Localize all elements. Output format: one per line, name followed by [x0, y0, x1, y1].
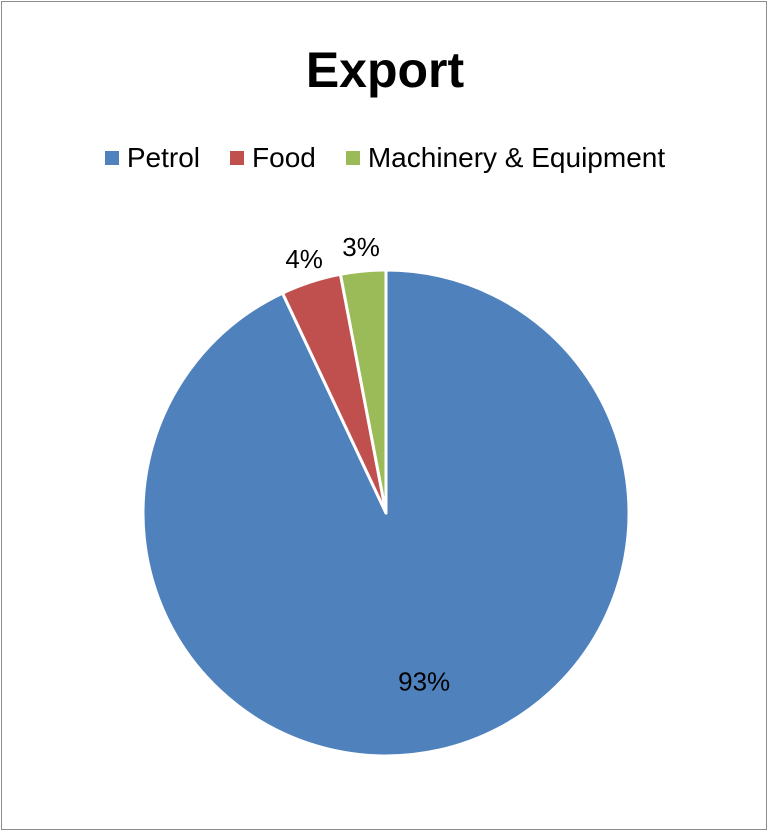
legend-label-petrol: Petrol: [126, 142, 201, 173]
data-label-machinery-equipment: 3%: [342, 232, 380, 262]
pie-labels: 93% 4% 3%: [285, 232, 450, 697]
legend-swatch-food: [230, 151, 245, 165]
legend-item-food: Food: [230, 142, 316, 174]
pie-slices: [141, 268, 631, 758]
legend: Petrol Food Machinery & Equipment: [2, 142, 768, 174]
legend-item-petrol: Petrol: [104, 142, 201, 174]
legend-label-machinery: Machinery & Equipment: [367, 142, 666, 173]
legend-item-machinery: Machinery & Equipment: [345, 142, 666, 174]
legend-swatch-machinery: [345, 151, 360, 165]
legend-swatch-petrol: [104, 151, 119, 165]
legend-label-food: Food: [252, 142, 316, 173]
chart-title: Export: [305, 42, 465, 98]
data-label-petrol: 93%: [398, 667, 450, 697]
data-label-food: 4%: [285, 244, 323, 274]
pie-slice-machinery-equipment: [338, 268, 388, 515]
